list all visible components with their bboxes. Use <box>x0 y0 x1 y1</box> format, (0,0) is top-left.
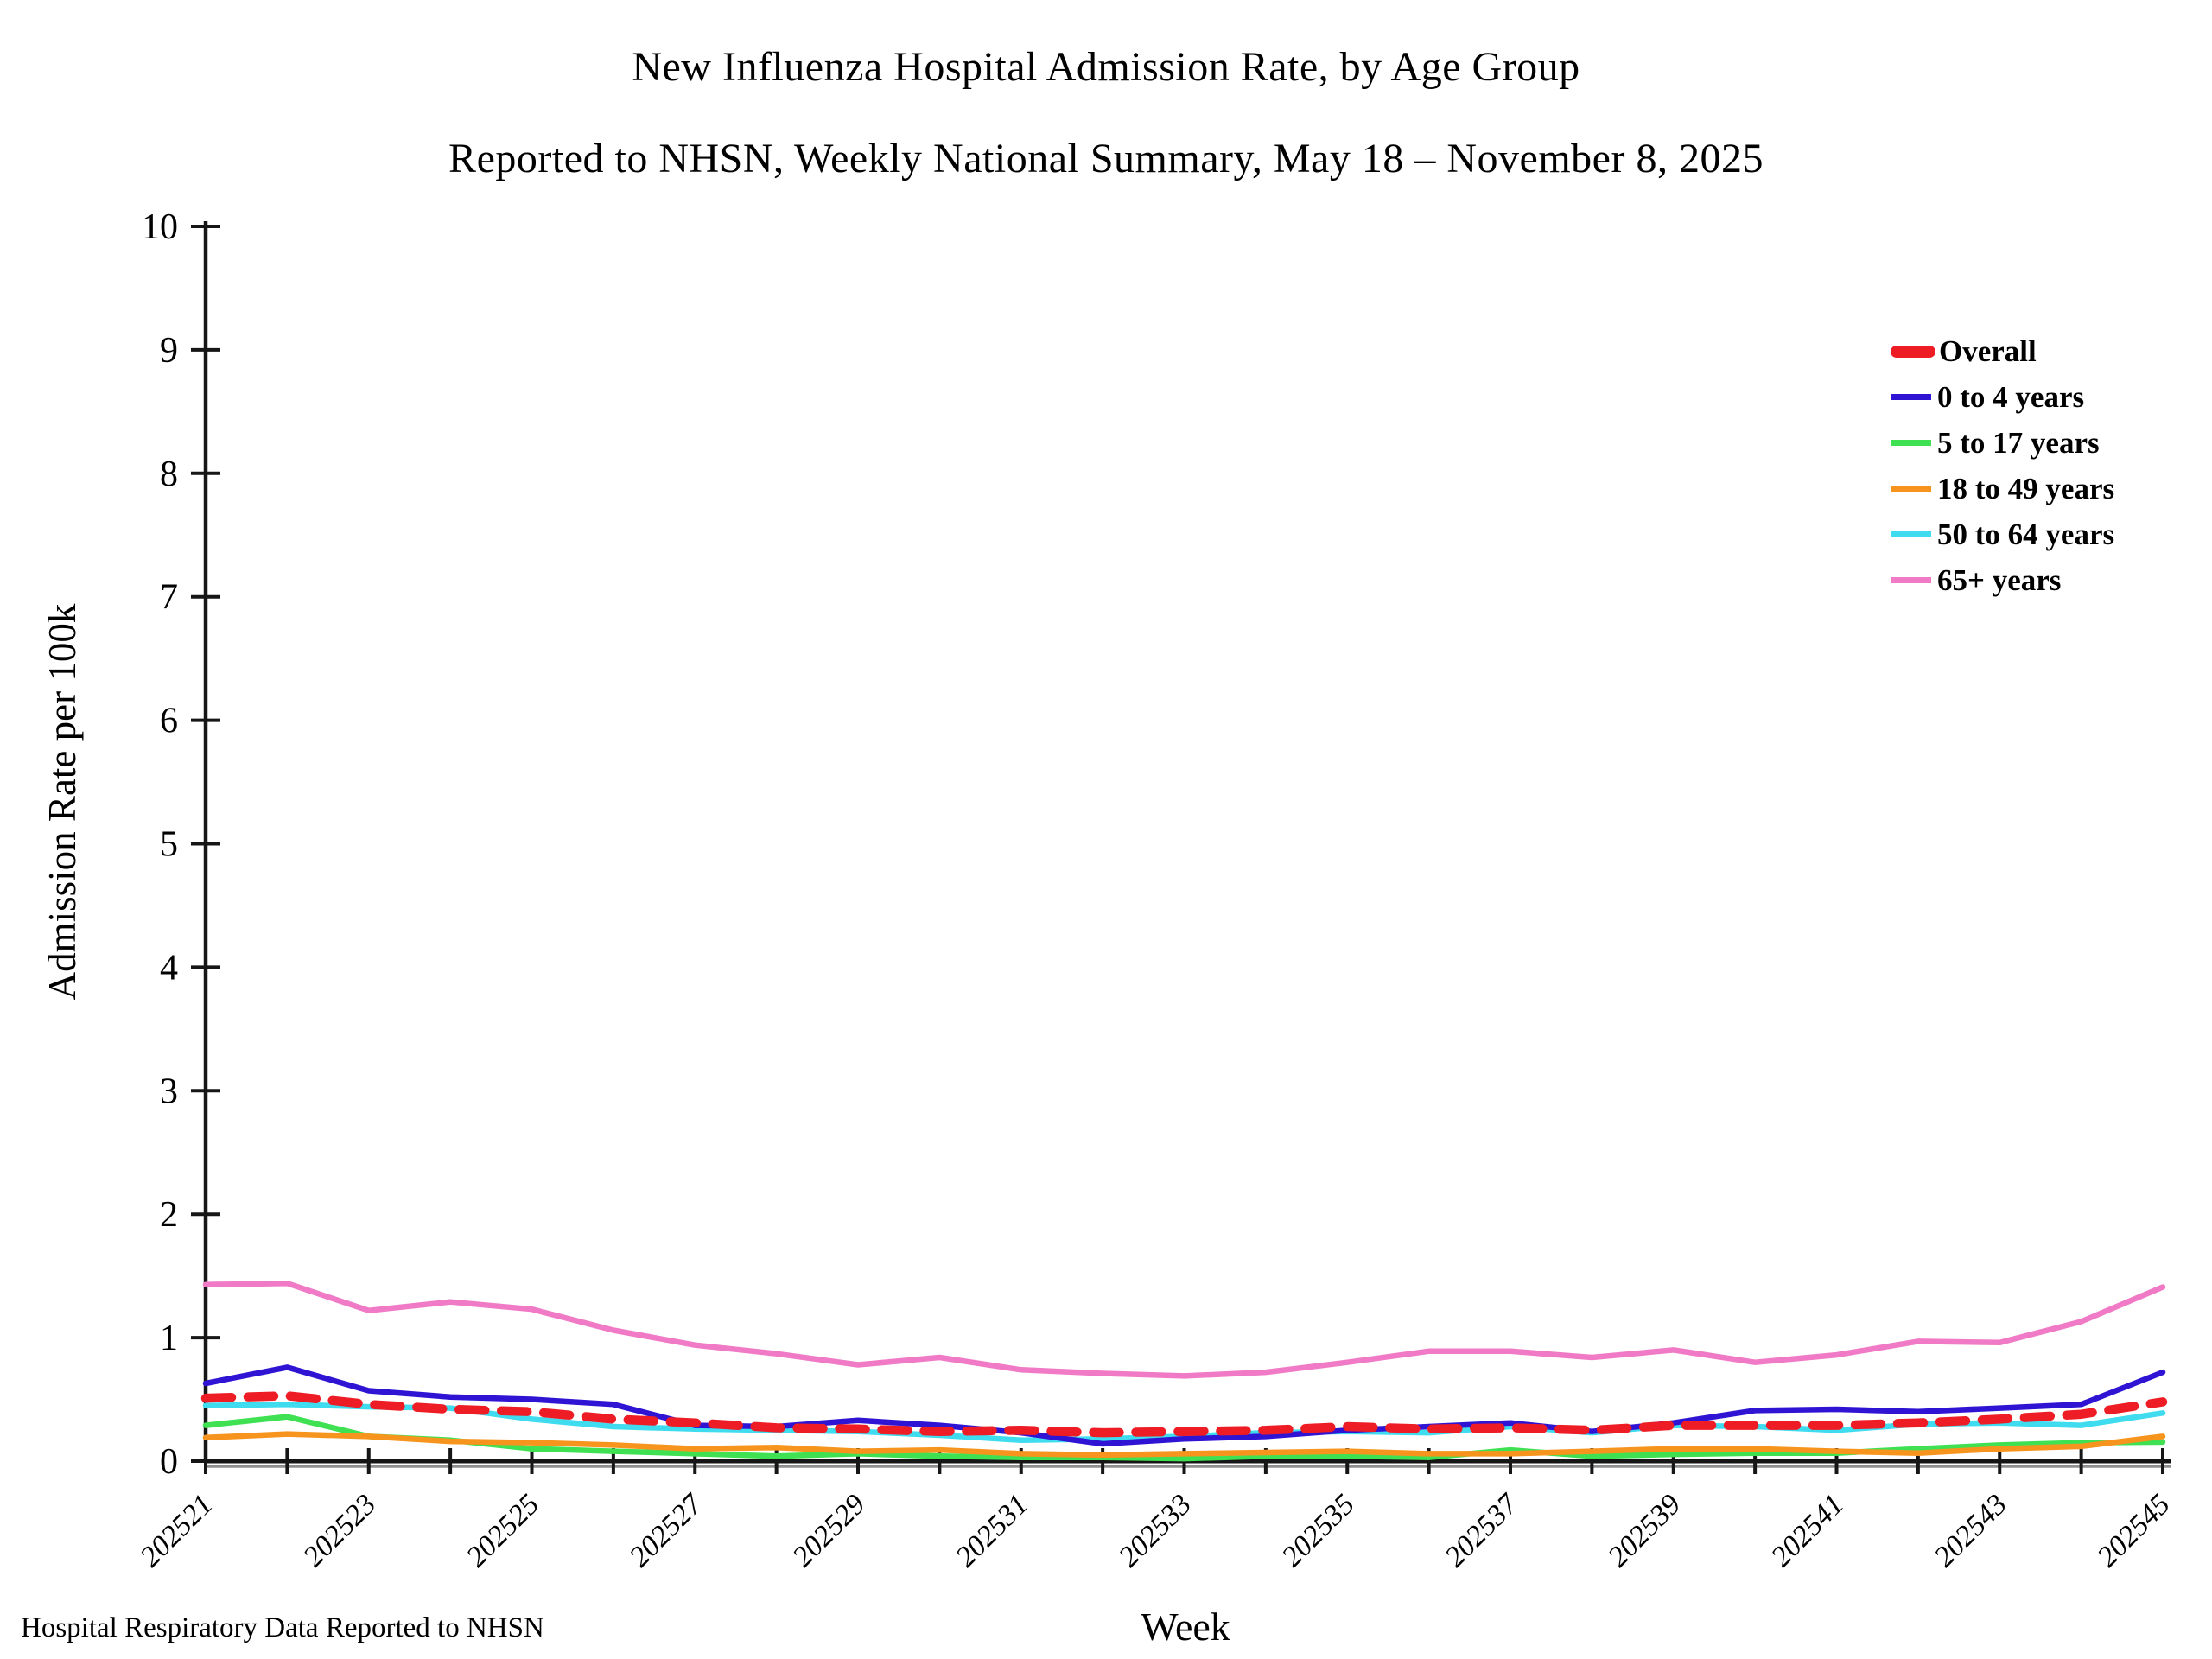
x-tick-label: 202545 <box>2091 1488 2176 1573</box>
legend-label: 65+ years <box>1937 563 2062 597</box>
x-tick-label: 202537 <box>1439 1487 1525 1573</box>
legend-swatch-5-to-17-years <box>1891 440 1931 446</box>
series-line-0-to-4-years <box>202 1364 2166 1447</box>
legend-swatch-overall <box>1891 345 1936 358</box>
y-tick-label: 7 <box>160 578 178 618</box>
y-tick-label: 10 <box>142 207 178 247</box>
x-tick-label: 202541 <box>1765 1488 1850 1573</box>
y-tick-label: 1 <box>160 1319 178 1358</box>
legend-item: 50 to 64 years <box>1891 512 2114 557</box>
legend-label: 50 to 64 years <box>1937 518 2115 551</box>
y-tick-label: 6 <box>160 702 178 741</box>
legend-label: 0 to 4 years <box>1937 380 2085 414</box>
x-axis-title: Week <box>1141 1605 1230 1649</box>
y-tick-label: 2 <box>160 1195 178 1235</box>
legend-item: Overall <box>1891 328 2114 374</box>
legend-item: 65+ years <box>1891 557 2114 603</box>
y-tick-label: 9 <box>160 331 178 371</box>
legend-swatch-65+-years <box>1891 577 1931 583</box>
legend-label: Overall <box>1939 334 2037 368</box>
y-tick-label: 4 <box>160 948 178 988</box>
legend-item: 0 to 4 years <box>1891 374 2114 420</box>
series-line-65+-years <box>202 1280 2166 1379</box>
x-tick-label: 202525 <box>461 1488 545 1573</box>
legend-swatch-0-to-4-years <box>1891 394 1931 400</box>
series-line-18-to-49-years <box>202 1431 2166 1459</box>
legend-label: 5 to 17 years <box>1937 426 2100 460</box>
legend-item: 18 to 49 years <box>1891 466 2114 512</box>
footer-note: Hospital Respiratory Data Reported to NH… <box>21 1612 544 1643</box>
legend: Overall 0 to 4 years 5 to 17 years 18 to 49… <box>1891 328 2114 603</box>
y-tick-label: 3 <box>160 1071 178 1111</box>
x-tick-label: 202521 <box>134 1488 219 1573</box>
x-tick-label: 202529 <box>786 1488 871 1573</box>
chart-title: New Influenza Hospital Admission Rate, b… <box>632 44 1580 90</box>
x-tick-label: 202543 <box>1929 1488 2013 1573</box>
y-axis-title: Admission Rate per 100k <box>41 603 84 1001</box>
y-tick-label: 0 <box>160 1442 178 1482</box>
x-tick-label: 202523 <box>297 1488 382 1573</box>
x-tick-label: 202533 <box>1113 1488 1198 1573</box>
y-tick-label: 8 <box>160 454 178 494</box>
x-tick-label: 202527 <box>624 1487 710 1573</box>
y-tick-label: 5 <box>160 825 178 865</box>
legend-swatch-50-to-64-years <box>1891 531 1931 537</box>
series-line-overall <box>200 1391 2168 1438</box>
x-tick-label: 202531 <box>950 1488 1034 1573</box>
chart-subtitle: Reported to NHSN, Weekly National Summar… <box>448 136 1764 181</box>
x-tick-label: 202535 <box>1276 1488 1361 1573</box>
legend-item: 5 to 17 years <box>1891 420 2114 466</box>
x-tick-label: 202539 <box>1602 1488 1687 1573</box>
legend-label: 18 to 49 years <box>1937 472 2115 505</box>
legend-swatch-18-to-49-years <box>1891 486 1931 492</box>
